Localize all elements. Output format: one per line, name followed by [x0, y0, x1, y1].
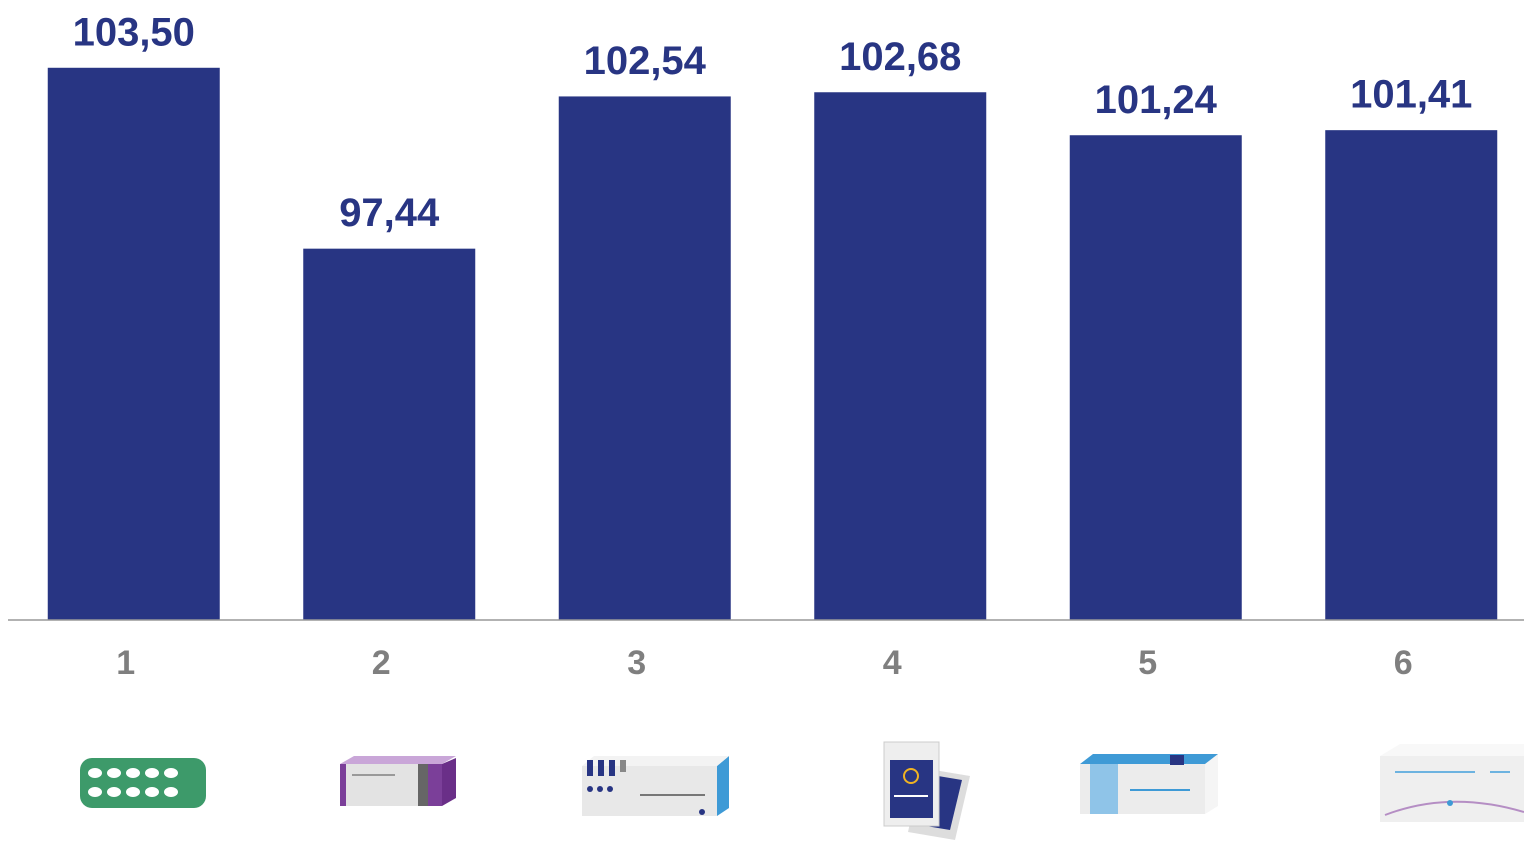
value-label: 102,68 [839, 35, 961, 79]
product-icons [80, 741, 1524, 840]
x-tick-label: 4 [883, 644, 902, 682]
icon-pills [88, 768, 178, 797]
value-label: 101,24 [1095, 78, 1218, 122]
x-tick-label: 3 [627, 644, 646, 682]
icon-box-white [1380, 744, 1524, 822]
value-label: 103,50 [73, 10, 195, 54]
bar [303, 248, 476, 620]
x-tick-label: 2 [372, 644, 391, 682]
x-tick-label: 6 [1394, 644, 1413, 682]
icon-box-purple [340, 756, 456, 806]
value-label: 101,41 [1350, 73, 1472, 117]
bar [1069, 135, 1242, 620]
x-tick-label: 5 [1138, 644, 1157, 682]
bar [47, 67, 220, 620]
icon-box-wave [1080, 754, 1218, 814]
bar [814, 92, 987, 620]
value-label: 97,44 [339, 191, 440, 235]
value-label: 102,54 [584, 39, 707, 83]
icon-blister [80, 758, 206, 808]
icon-box-blue [582, 756, 729, 816]
bar [1325, 130, 1498, 620]
bar [558, 96, 731, 620]
x-tick-label: 1 [116, 644, 135, 682]
icon-leaflets [883, 741, 970, 840]
